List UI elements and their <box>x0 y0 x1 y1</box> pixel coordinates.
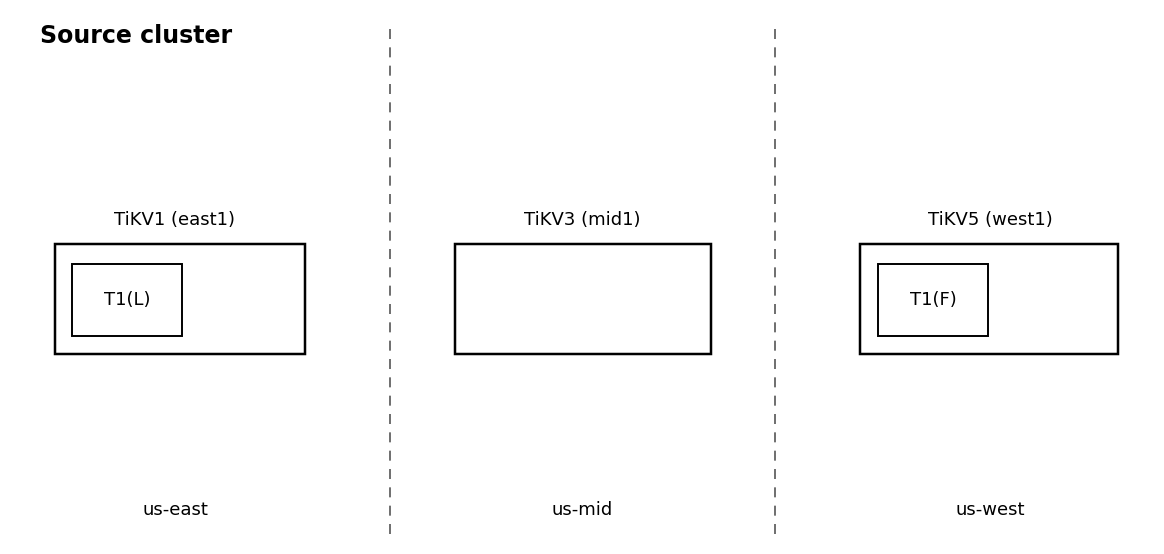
Text: Source cluster: Source cluster <box>40 24 232 48</box>
Text: T1(F): T1(F) <box>909 291 957 309</box>
Text: T1(L): T1(L) <box>104 291 150 309</box>
FancyBboxPatch shape <box>55 244 305 354</box>
Text: TiKV5 (west1): TiKV5 (west1) <box>928 211 1052 229</box>
FancyBboxPatch shape <box>455 244 711 354</box>
FancyBboxPatch shape <box>72 264 182 336</box>
Text: us-east: us-east <box>142 501 208 519</box>
Text: TiKV3 (mid1): TiKV3 (mid1) <box>524 211 640 229</box>
Text: us-west: us-west <box>956 501 1024 519</box>
Text: us-mid: us-mid <box>552 501 612 519</box>
FancyBboxPatch shape <box>878 264 988 336</box>
FancyBboxPatch shape <box>860 244 1117 354</box>
Text: TiKV1 (east1): TiKV1 (east1) <box>114 211 235 229</box>
